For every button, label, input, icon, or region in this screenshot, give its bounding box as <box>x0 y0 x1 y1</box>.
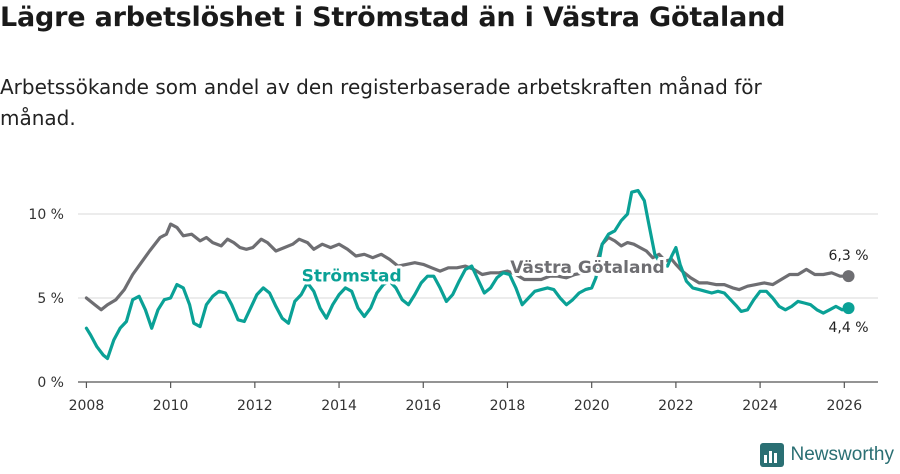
x-tick-label: 2024 <box>742 398 778 414</box>
series-line-stromstad <box>84 188 851 361</box>
x-tick-label: 2008 <box>69 398 105 414</box>
x-tick-label: 2014 <box>321 398 357 414</box>
x-axis: 2008 2010 2012 2014 2016 2018 2020 2022 2024 2026 <box>69 381 878 414</box>
chart-title: Lägre arbetslöshet i Strömstad än i Väst… <box>0 2 786 33</box>
brand-logo: Newsworthy <box>759 442 894 468</box>
x-tick-label: 2012 <box>237 398 273 414</box>
series-lines <box>84 188 855 361</box>
x-tick-label: 2018 <box>490 398 526 414</box>
y-tick-label: 5 % <box>37 291 64 307</box>
end-point-vastra-gotaland <box>842 270 855 283</box>
chart-subtitle: Arbetssökande som andel av den registerb… <box>0 75 762 130</box>
series-label-vastra-gotaland-halo: Västra Götaland <box>510 258 665 278</box>
y-tick-label: 0 % <box>37 375 64 391</box>
x-tick-label: 2016 <box>405 398 441 414</box>
x-tick-label: 2020 <box>574 398 610 414</box>
x-tick-label: 2010 <box>153 398 189 414</box>
end-label-stromstad: 4,4 % <box>829 320 869 336</box>
x-tick-label: 2026 <box>826 398 862 414</box>
brand-name: Newsworthy <box>790 444 894 465</box>
end-point-stromstad <box>842 302 855 315</box>
newsworthy-logo-icon <box>759 443 784 467</box>
series-label-stromstad: Strömstad <box>302 266 402 286</box>
series-label-vastra-gotaland: Västra Götaland <box>510 258 665 278</box>
series-label-stromstad-halo: Strömstad <box>302 266 402 286</box>
x-tick-label: 2022 <box>658 398 694 414</box>
y-tick-label: 10 % <box>28 207 64 223</box>
end-label-vastra-gotaland: 6,3 % <box>829 248 869 264</box>
y-axis-ticks: 0 % 5 % 10 % <box>28 207 64 391</box>
